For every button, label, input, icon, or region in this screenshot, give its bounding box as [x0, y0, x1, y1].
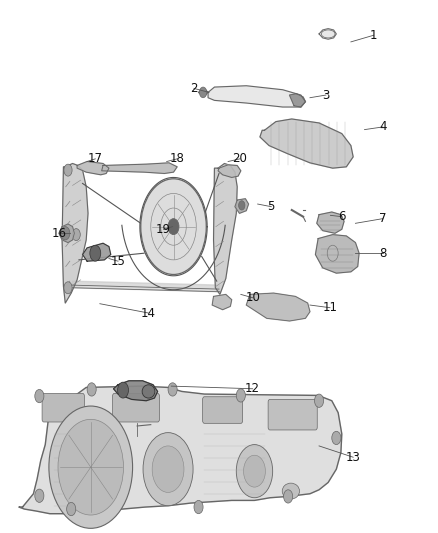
Text: 15: 15	[111, 255, 125, 268]
Polygon shape	[317, 212, 344, 233]
Circle shape	[283, 490, 293, 503]
Circle shape	[236, 445, 273, 498]
Text: 17: 17	[88, 152, 103, 165]
Circle shape	[58, 419, 124, 515]
Polygon shape	[77, 161, 109, 175]
Polygon shape	[290, 94, 305, 107]
FancyBboxPatch shape	[42, 393, 85, 422]
Circle shape	[244, 455, 265, 487]
Polygon shape	[82, 243, 111, 261]
Polygon shape	[246, 293, 310, 321]
Circle shape	[143, 433, 193, 506]
Text: 10: 10	[245, 291, 260, 304]
Polygon shape	[102, 163, 177, 173]
FancyBboxPatch shape	[268, 399, 317, 430]
Polygon shape	[235, 199, 248, 213]
Polygon shape	[260, 119, 353, 168]
Circle shape	[168, 383, 177, 396]
Circle shape	[61, 227, 70, 240]
Circle shape	[199, 87, 207, 98]
Circle shape	[64, 282, 72, 294]
Circle shape	[49, 406, 133, 528]
Polygon shape	[315, 235, 359, 273]
Circle shape	[332, 431, 341, 445]
Text: 14: 14	[141, 306, 156, 319]
Circle shape	[72, 229, 80, 240]
Text: 4: 4	[379, 120, 386, 133]
Circle shape	[239, 201, 245, 210]
Text: 6: 6	[338, 210, 346, 223]
FancyBboxPatch shape	[113, 393, 159, 422]
Polygon shape	[198, 90, 208, 95]
Text: 8: 8	[379, 247, 386, 260]
Circle shape	[168, 219, 179, 235]
Text: 16: 16	[51, 227, 67, 240]
Text: 19: 19	[156, 223, 171, 236]
Text: 12: 12	[245, 382, 260, 395]
Circle shape	[314, 394, 324, 407]
Text: 2: 2	[190, 82, 198, 95]
Circle shape	[64, 164, 72, 176]
Circle shape	[90, 245, 101, 261]
Ellipse shape	[282, 483, 300, 499]
Polygon shape	[208, 86, 305, 107]
Text: 20: 20	[233, 152, 247, 165]
Circle shape	[152, 446, 184, 492]
Text: 7: 7	[379, 212, 386, 225]
Circle shape	[117, 382, 128, 398]
Circle shape	[87, 383, 96, 396]
Circle shape	[35, 489, 44, 503]
Circle shape	[35, 390, 44, 403]
Circle shape	[67, 503, 76, 516]
Text: 11: 11	[322, 301, 337, 314]
Polygon shape	[71, 281, 220, 292]
Text: 18: 18	[170, 152, 184, 165]
FancyBboxPatch shape	[203, 397, 243, 423]
Polygon shape	[62, 164, 88, 303]
Text: 1: 1	[370, 29, 378, 42]
Text: 5: 5	[268, 200, 275, 213]
Polygon shape	[212, 294, 232, 310]
Polygon shape	[214, 164, 237, 294]
Circle shape	[236, 389, 245, 402]
Polygon shape	[218, 165, 241, 177]
Polygon shape	[319, 29, 336, 39]
Text: 3: 3	[322, 88, 329, 102]
Ellipse shape	[142, 385, 155, 398]
Text: 13: 13	[346, 451, 360, 464]
Polygon shape	[19, 386, 342, 514]
Circle shape	[141, 179, 206, 274]
Polygon shape	[113, 381, 158, 401]
Polygon shape	[59, 224, 74, 243]
Circle shape	[194, 500, 203, 514]
